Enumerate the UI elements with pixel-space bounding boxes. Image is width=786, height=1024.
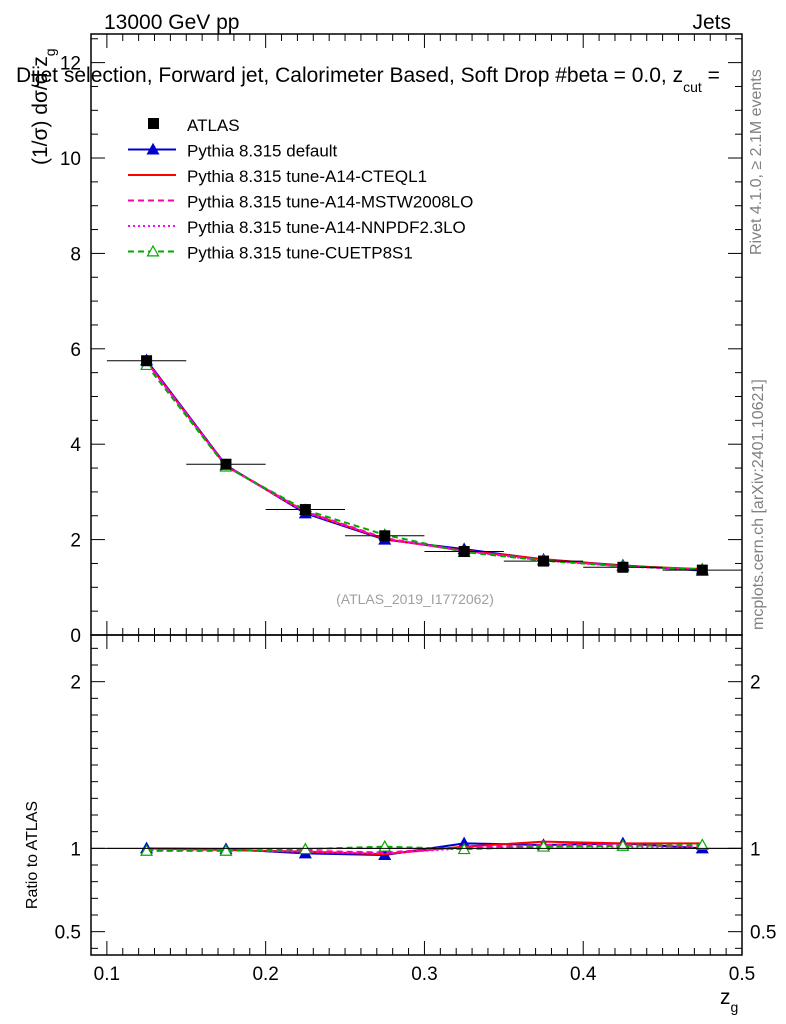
legend-marker [146,244,160,257]
y-tick-label: 0 [70,626,81,647]
ratio-y-tick-label: 1 [70,839,81,860]
legend-item: Pythia 8.315 tune-A14-NNPDF2.3LO [128,218,466,237]
data-point [220,458,232,470]
y-tick-label: 4 [70,435,81,456]
data-point [696,564,708,576]
legend-marker [146,142,160,155]
data-point [538,555,550,567]
selection-title: Dijet selection, Forward jet, Calorimete… [16,64,720,95]
series-line [145,361,703,571]
ylabel-ratio: Ratio to ATLAS [24,801,41,909]
data-point [299,504,311,516]
legend-label: Pythia 8.315 tune-CUETP8S1 [187,244,413,263]
data-point [141,355,153,367]
energy-label: 13000 GeV pp [104,11,239,34]
x-tick-label: 0.3 [411,964,437,985]
ratio-series-pythia-8-315-tune-cuetp8s1 [140,838,709,856]
data-point [379,530,391,542]
x-tick-label: 0.1 [94,964,120,985]
legend-label: Pythia 8.315 tune-A14-CTEQL1 [187,167,427,186]
y-tick-label: 10 [60,149,81,170]
x-tick-label: 0.2 [252,964,278,985]
legend-item: Pythia 8.315 tune-A14-CTEQL1 [128,167,427,186]
analysis-watermark: (ATLAS_2019_I1772062) [336,591,494,607]
legend-label: ATLAS [187,116,240,135]
ratio-y-tick-label: 2 [70,673,81,694]
series-atlas [106,355,742,576]
legend-item: ATLAS [148,116,240,135]
legend-marker [148,118,159,129]
y-tick-label: 6 [70,340,81,361]
ratio-frame [90,634,743,956]
y-tick-label: 8 [70,244,81,265]
ratio-y-tick-label-right: 0.5 [750,923,776,944]
ylabel-main: (1/σ) dσ/d zg [29,48,58,165]
ratio-point [219,844,233,856]
legend-label: Pythia 8.315 tune-A14-NNPDF2.3LO [187,218,466,237]
ratio-point [140,844,154,856]
rivet-note: Rivet 4.1.0, ≥ 2.1M events [748,69,765,255]
y-tick-label: 12 [60,54,81,75]
axis-ticks [90,34,743,955]
legend-label: Pythia 8.315 default [187,142,338,161]
x-tick-label: 0.5 [729,964,755,985]
legend-item: Pythia 8.315 tune-A14-MSTW2008LO [128,193,473,212]
x-tick-label: 0.4 [570,964,597,985]
ratio-series-group [106,836,742,861]
ratio-y-tick-label-right: 1 [750,839,761,860]
legend-label: Pythia 8.315 tune-A14-MSTW2008LO [187,193,473,212]
ratio-y-tick-label: 0.5 [55,923,81,944]
series-pythia-8-315-tune-a14-mstw2008lo [145,361,703,571]
series-line [145,364,703,571]
ratio-y-tick-label-right: 2 [750,673,761,694]
y-tick-label: 2 [70,531,81,552]
process-label: Jets [692,11,731,34]
data-point [617,561,629,573]
ratio-point [695,838,709,851]
legend: ATLAS Pythia 8.315 default Pythia 8.315 tu… [128,116,473,263]
data-point [458,546,470,558]
mcplots-note: mcplots.cern.ch [arXiv:2401.10621] [750,379,767,630]
legend-item: Pythia 8.315 default [128,142,338,161]
main-series-group [106,353,742,576]
xlabel: zg [720,986,738,1015]
ratio-line [146,844,703,852]
ratio-point [616,839,630,851]
legend-item: Pythia 8.315 tune-CUETP8S1 [128,244,413,263]
